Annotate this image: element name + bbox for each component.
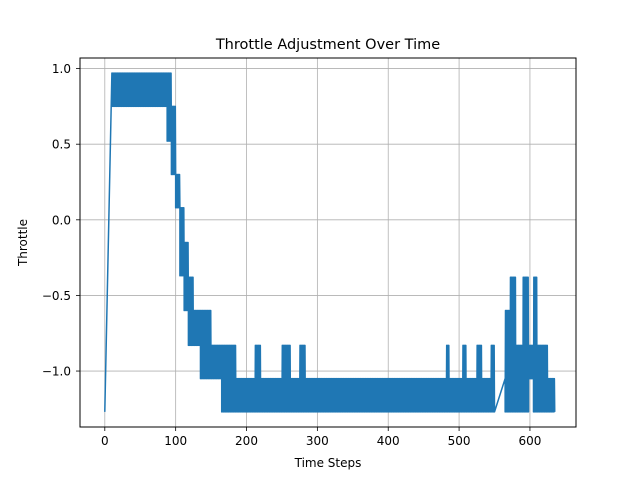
series-line-0 [104,72,556,413]
x-tick-label: 100 [164,434,187,448]
x-tick-label: 300 [306,434,329,448]
x-tick-label: 400 [377,434,400,448]
y-tick-label: 1.0 [52,62,71,76]
chart-title: Throttle Adjustment Over Time [215,37,440,53]
y-tick-label: 0.0 [52,213,71,227]
y-tick-label: −1.0 [42,365,71,379]
x-tick-label: 600 [518,434,541,448]
x-tick-label: 500 [448,434,471,448]
x-tick-label: 0 [101,434,109,448]
grid-lines [80,58,576,427]
y-tick-label: 0.5 [52,138,71,152]
x-axis-label: Time Steps [294,456,362,470]
axes-frame [79,57,577,428]
plot-area [104,72,556,413]
axis-ticks: 0 100 200 300 400 500 600 1.0 0.5 0.0 −0.5 −1.0 [42,62,542,448]
x-tick-label: 200 [235,434,258,448]
y-tick-label: −0.5 [42,289,71,303]
y-axis-label: Throttle [16,219,30,267]
